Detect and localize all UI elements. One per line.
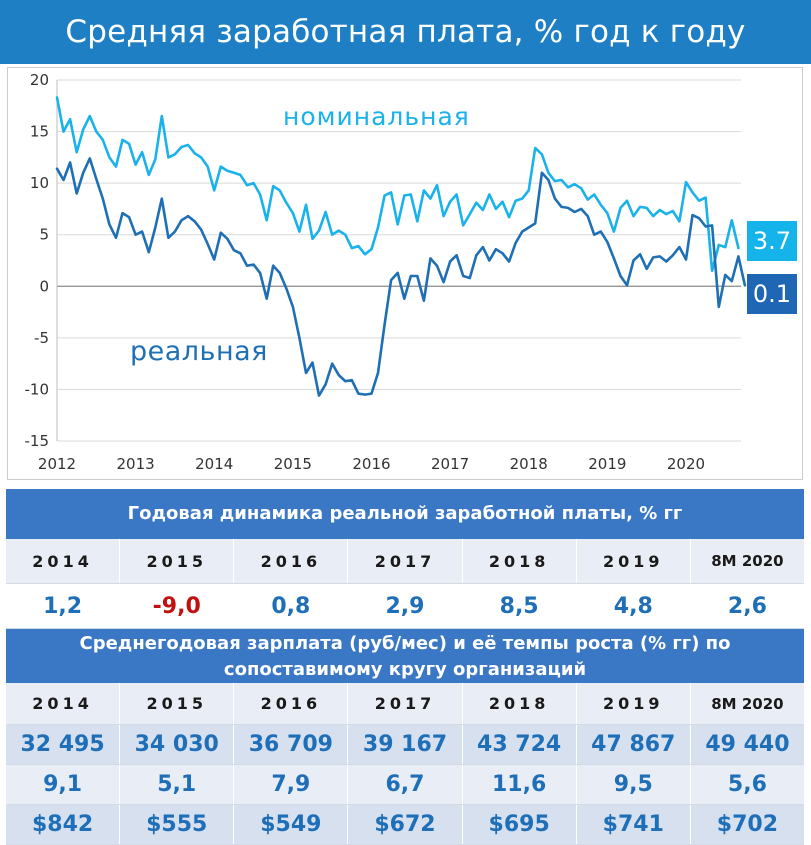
x-tick-label: 2018 [510,455,548,473]
table2-year: 2014 [6,683,121,724]
table2-year-row: 2014 2015 2016 2017 2018 2019 8M 2020 [6,683,804,725]
salary-usd-cell: $549 [234,805,349,844]
table1-value: 1,2 [6,584,121,628]
growth-cell: 5,1 [120,765,235,804]
table1-year: 2016 [234,539,349,583]
table2-year: 8M 2020 [711,694,784,713]
table2-title: Среднегодовая зарплата (руб/мес) и её те… [6,629,804,683]
table1-year: 2019 [577,539,691,583]
salary-rub-cell: 49 440 [705,732,790,757]
salary-rub-cell: 39 167 [348,725,463,764]
salary-usd-cell: $672 [348,805,463,844]
table1-value: 8,5 [463,584,577,628]
y-axis-tick-labels: -15 -10 -5 0 5 10 15 20 [25,71,50,450]
growth-cell: 5,6 [727,772,767,797]
table2-year: 2015 [120,683,235,724]
y-tick-label: -10 [25,380,50,398]
growth-cell: 11,6 [463,765,577,804]
table1-value: -9,0 [120,584,235,628]
salary-rub-cell: 47 867 [577,725,691,764]
x-tick-label: 2014 [195,455,233,473]
x-tick-label: 2020 [667,455,705,473]
salary-usd-cell: $842 [6,805,121,844]
end-value-badge-nominal: 3.7 [747,221,797,261]
salary-rub-cell: 34 030 [120,725,235,764]
salary-rub-cell: 32 495 [6,725,121,764]
growth-cell: 9,1 [6,765,121,804]
x-axis-tick-labels: 2012 2013 2014 2015 2016 2017 2018 2019 2020 [38,455,705,473]
y-tick-label: 20 [30,71,49,89]
y-tick-label: -5 [34,329,49,347]
end-value-real: 0.1 [752,280,792,308]
y-tick-label: 0 [39,277,49,295]
x-tick-label: 2017 [431,455,469,473]
table2-year: 2016 [234,683,349,724]
table2-salary-usd-row: $842 $555 $549 $672 $695 $741 $702 [6,805,804,845]
salary-usd-cell: $555 [120,805,235,844]
table2-year: 2017 [348,683,463,724]
x-tick-label: 2019 [588,455,626,473]
table1-value: 2,9 [348,584,463,628]
table1-value: 2,6 [727,593,767,619]
salary-rub-cell: 43 724 [463,725,577,764]
table1-value: 0,8 [234,584,349,628]
table1-year-row: 2014 2015 2016 2017 2018 2019 8M 2020 [6,539,804,584]
salary-rub-cell: 36 709 [234,725,349,764]
x-tick-label: 2012 [38,455,76,473]
table1-value-row: 1,2 -9,0 0,8 2,9 8,5 4,8 2,6 [6,584,804,629]
end-value-badge-real: 0.1 [747,274,797,314]
growth-cell: 9,5 [577,765,691,804]
table2-growth-row: 9,1 5,1 7,9 6,7 11,6 9,5 5,6 [6,765,804,805]
chart-panel: -15 -10 -5 0 5 10 15 20 2012 2013 2014 2015 2016 201… [7,67,803,480]
series-label-real: реальная [130,336,268,367]
table2-title-line1: Среднегодовая зарплата (руб/мес) и её те… [79,633,731,654]
series-line-real [55,157,747,397]
series-line-nominal [55,96,740,273]
table2-year: 2018 [463,683,577,724]
growth-cell: 7,9 [234,765,349,804]
table1-year: 2018 [463,539,577,583]
table1-year: 2017 [348,539,463,583]
table2-year: 2019 [577,683,691,724]
table1-year: 2014 [6,539,121,583]
page-title: Средняя заработная плата, % год к году [0,0,811,64]
y-tick-label: 15 [30,123,49,141]
tables-section: Годовая динамика реальной заработной пла… [6,489,804,845]
y-tick-label: -15 [25,432,50,450]
salary-usd-cell: $695 [463,805,577,844]
table1-year: 8M 2020 [711,552,784,570]
x-tick-label: 2015 [274,455,312,473]
table2-title-line2: сопоставимому кругу организаций [223,659,587,680]
growth-cell: 6,7 [348,765,463,804]
page-title-text: Средняя заработная плата, % год к году [65,14,746,50]
x-tick-label: 2016 [352,455,390,473]
salary-usd-cell: $702 [716,812,779,837]
x-tick-label: 2013 [117,455,155,473]
table1-title: Годовая динамика реальной заработной пла… [6,489,804,539]
table1-year: 2015 [120,539,235,583]
end-value-nominal: 3.7 [752,227,792,255]
y-tick-label: 10 [30,174,49,192]
y-tick-label: 5 [39,226,49,244]
table2-salary-rub-row: 32 495 34 030 36 709 39 167 43 724 47 86… [6,725,804,765]
series-lines [55,96,747,397]
table1-value: 4,8 [577,584,691,628]
series-label-nominal: номинальная [283,102,470,131]
salary-usd-cell: $741 [577,805,691,844]
